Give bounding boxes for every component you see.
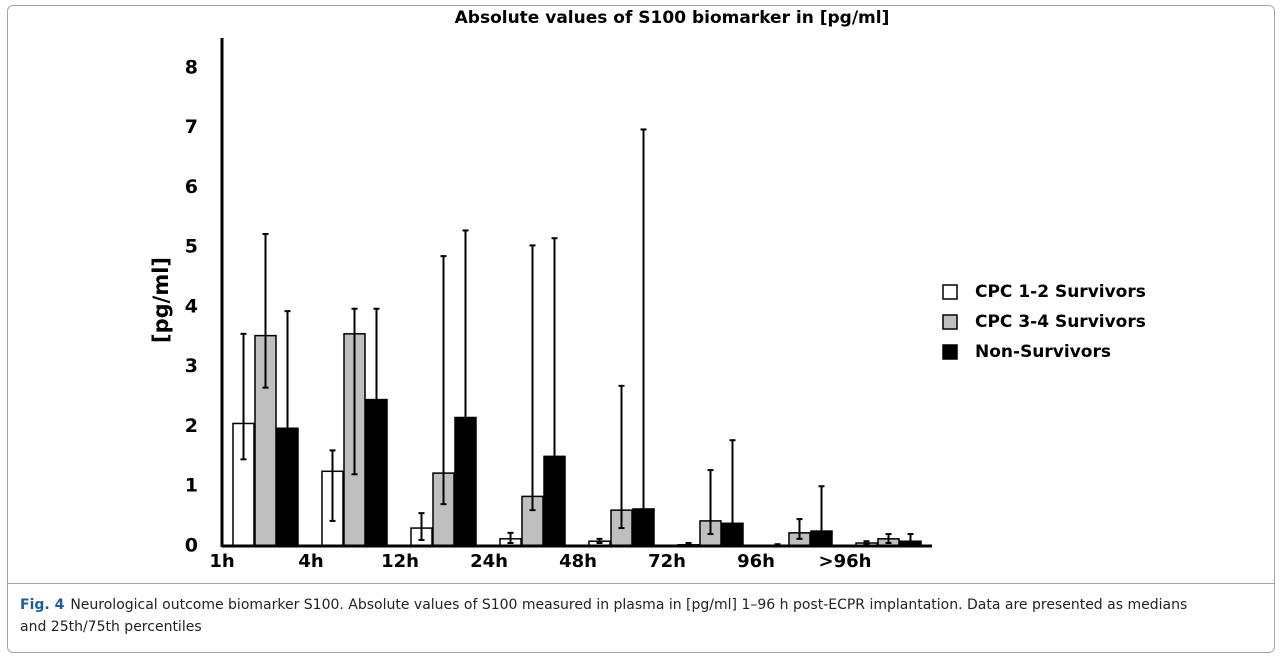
y-tick-label: 7 (185, 116, 198, 138)
y-tick-label: 4 (185, 295, 198, 317)
figure-frame (7, 5, 1275, 653)
error-bar (796, 518, 803, 540)
y-tick-label: 6 (185, 176, 198, 198)
error-bar (418, 512, 425, 542)
error-bar (240, 332, 247, 461)
x-tick-label: 12h (381, 551, 419, 572)
error-bar (596, 537, 603, 545)
x-tick-label: 72h (648, 551, 686, 572)
legend-label: Non-Survivors (975, 342, 1111, 362)
error-bar (529, 244, 536, 512)
x-tick-label: 48h (559, 551, 597, 572)
caption-text: Neurological outcome biomarker S100. Abs… (20, 597, 1188, 635)
error-bar (440, 255, 447, 506)
x-tick-label: >96h (819, 551, 872, 572)
x-tick-label: 96h (737, 551, 775, 572)
y-axis-label: [pg/ml] (149, 257, 173, 343)
caption-label: Fig. 4 (20, 597, 65, 613)
error-bar (640, 128, 647, 530)
error-bar (351, 307, 358, 476)
error-bar (863, 540, 870, 546)
error-bar (618, 384, 625, 530)
x-tick-label: 1h (209, 551, 234, 572)
x-tick-label: 24h (470, 551, 508, 572)
legend-label: CPC 3-4 Survivors (975, 312, 1146, 332)
y-tick-label: 5 (185, 236, 198, 258)
error-bar (551, 237, 558, 494)
y-tick-label: 3 (185, 355, 198, 377)
legend-label: CPC 1-2 Survivors (975, 282, 1146, 302)
error-bar (262, 233, 269, 389)
legend-swatch (942, 344, 958, 360)
caption-separator (8, 583, 1274, 584)
error-bar (284, 310, 291, 458)
y-tick-label: 0 (185, 535, 198, 557)
error-bar (885, 533, 892, 545)
error-bar (373, 307, 380, 440)
y-tick-label: 2 (185, 415, 198, 437)
error-bar (707, 469, 714, 536)
chart: Absolute values of S100 biomarker in [pg… (149, 8, 1146, 572)
legend-swatch (942, 284, 958, 300)
error-bar (907, 533, 914, 545)
error-bar (462, 229, 469, 476)
x-tick-label: 4h (298, 551, 323, 572)
error-bar (729, 439, 736, 536)
y-tick-label: 8 (185, 56, 198, 78)
legend-swatch (942, 314, 958, 330)
error-bar (818, 485, 825, 542)
y-tick-label: 1 (185, 475, 198, 497)
chart-title: Absolute values of S100 biomarker in [pg… (455, 8, 890, 28)
error-bar (507, 531, 514, 545)
caption: Fig. 4 Neurological outcome biomarker S10… (20, 594, 1200, 638)
error-bar (329, 449, 336, 522)
